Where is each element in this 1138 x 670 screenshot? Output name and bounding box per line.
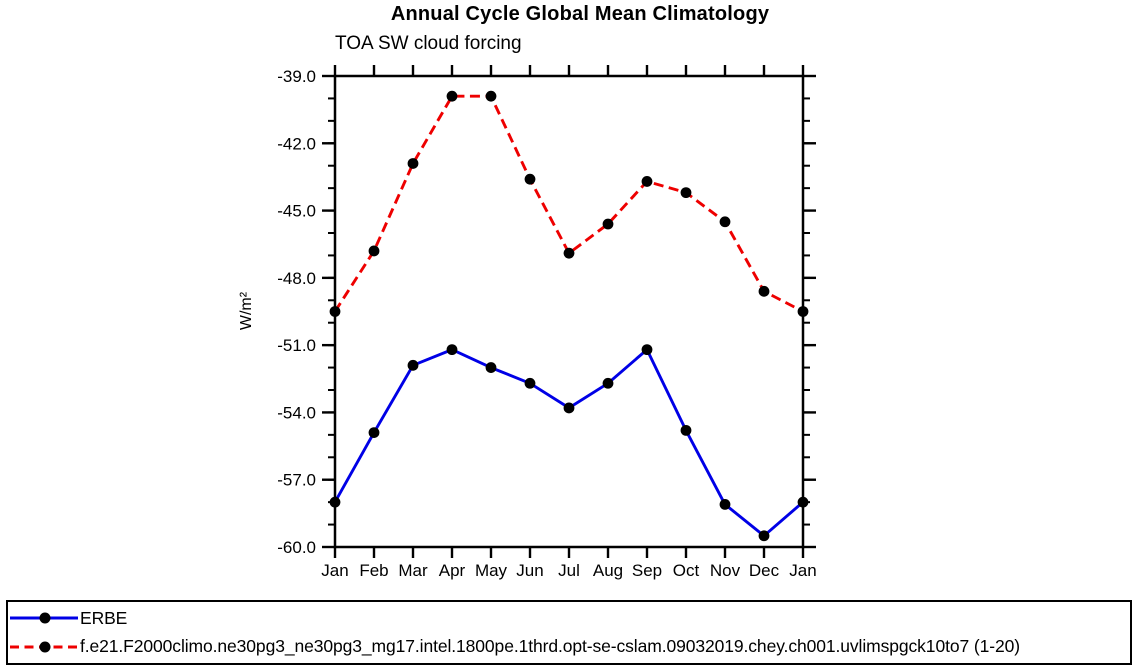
y-axis-label: W/m² — [238, 291, 255, 330]
erbe-line — [333, 348, 804, 538]
erbe-marker — [485, 362, 497, 373]
model-marker — [485, 90, 497, 102]
y-tick-label: -45.0 — [277, 202, 316, 221]
model-marker — [368, 245, 380, 257]
x-tick-label: Jan — [321, 561, 348, 580]
y-tick-label: -51.0 — [277, 336, 316, 355]
erbe-marker — [719, 498, 731, 510]
erbe-marker — [524, 377, 536, 389]
legend-entry-erbe: ERBE — [8, 606, 1130, 630]
model-marker — [758, 285, 770, 297]
model-marker — [524, 173, 536, 185]
erbe-marker — [368, 427, 380, 439]
legend-label-model: f.e21.F2000climo.ne30pg3_ne30pg3_mg17.in… — [80, 636, 1020, 657]
erbe-marker — [758, 530, 770, 542]
legend-entry-model: f.e21.F2000climo.ne30pg3_ne30pg3_mg17.in… — [8, 635, 1130, 659]
model-marker — [407, 158, 419, 169]
x-tick-label: Sep — [632, 561, 662, 580]
y-tick-label: -57.0 — [277, 471, 316, 490]
x-tick-label: Feb — [359, 561, 388, 580]
plot-box — [333, 74, 805, 549]
model-line — [333, 94, 804, 313]
plot-area: Jan Feb Mar Apr May Jun Jul Aug Sep Oct Nov Dec Jan-… — [238, 65, 817, 580]
model-line-sample-icon — [10, 641, 78, 653]
x-tick-label: Dec — [749, 561, 780, 580]
erbe-marker — [602, 377, 614, 389]
y-tick-label: -54.0 — [277, 403, 316, 422]
x-tick-label: Jan — [789, 561, 816, 580]
chart-subtitle: TOA SW cloud forcing — [335, 33, 522, 54]
model-marker — [680, 187, 692, 199]
x-tick-label: Nov — [710, 561, 741, 580]
x-tick-label: Jul — [558, 561, 580, 580]
erbe-marker — [407, 359, 419, 371]
erbe-marker — [563, 402, 575, 414]
erbe-marker — [797, 496, 809, 508]
y-tick-label: -48.0 — [277, 269, 316, 288]
model-marker — [446, 90, 458, 102]
erbe-line-sample-icon — [10, 612, 78, 624]
erbe-marker — [680, 424, 692, 436]
erbe-marker — [446, 344, 458, 356]
x-tick-label: May — [475, 561, 508, 580]
model-marker — [563, 247, 575, 259]
chart-title: Annual Cycle Global Mean Climatology — [390, 3, 770, 25]
x-tick-label: Apr — [439, 561, 466, 580]
model-marker — [719, 216, 731, 228]
x-tick-label: Aug — [593, 561, 623, 580]
legend-label-erbe: ERBE — [80, 607, 128, 628]
erbe-marker — [641, 344, 653, 356]
legend: ERBE f.e21.F2000climo.ne30pg3_ne30pg3_mg… — [6, 600, 1132, 665]
x-tick-label: Jun — [516, 561, 543, 580]
model-marker — [797, 306, 809, 317]
x-tick-label: Mar — [398, 561, 428, 580]
x-tick-label: Oct — [673, 561, 700, 580]
model-marker — [329, 306, 341, 317]
model-marker — [641, 176, 653, 187]
y-tick-label: -42.0 — [277, 134, 316, 153]
y-tick-label: -60.0 — [277, 538, 316, 557]
model-marker — [602, 218, 614, 230]
y-tick-label: -39.0 — [277, 67, 316, 86]
erbe-marker — [329, 496, 341, 508]
